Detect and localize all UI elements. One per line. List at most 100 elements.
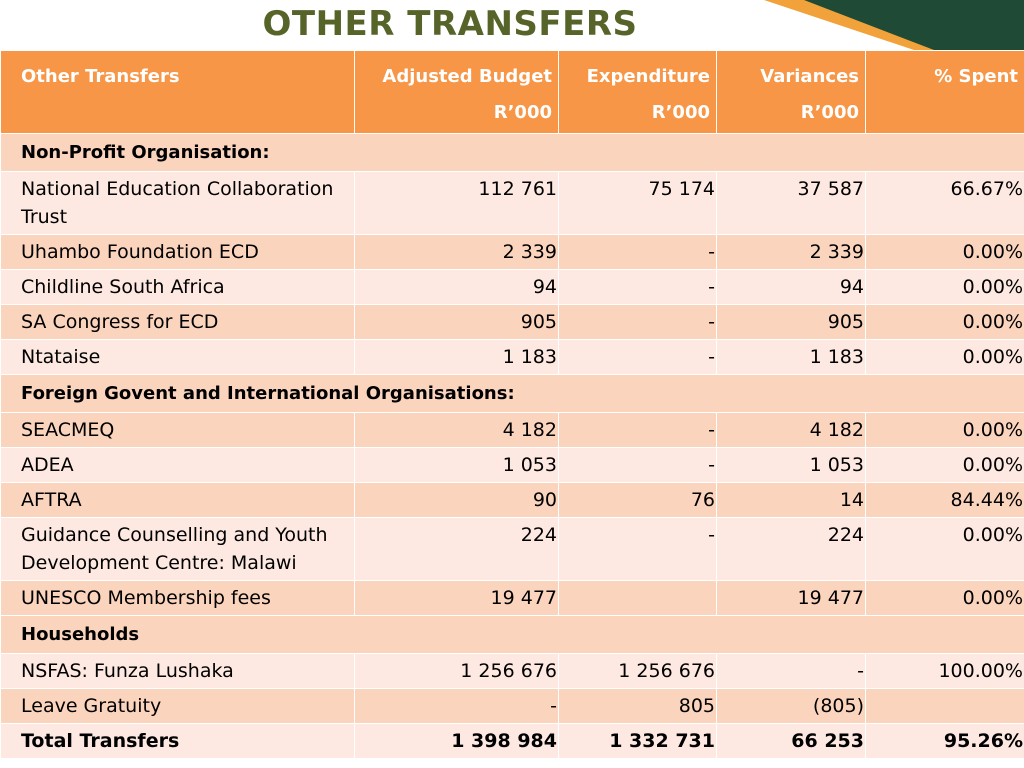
adjusted-budget-cell: 112 761: [354, 171, 559, 235]
row-name: SA Congress for ECD: [21, 311, 219, 333]
header-variances: Variances R’000: [716, 50, 866, 134]
row-name: SEACMEQ: [21, 419, 115, 441]
percent-spent-cell: 0.00%: [865, 339, 1024, 375]
percent-spent-cell: 0.00%: [865, 412, 1024, 448]
row-name: AFTRA: [21, 489, 82, 511]
adjusted-budget-cell: 1 256 676: [354, 653, 559, 689]
header-row: Other Transfers Adjusted Budget R’000 Exp…: [0, 50, 1024, 134]
group-header-row: Non-Profit Organisation:: [0, 133, 1024, 172]
bullet-icon: •: [0, 416, 21, 444]
adjusted-budget-cell: 19 477: [354, 580, 559, 616]
bullet-icon: •: [0, 692, 21, 720]
variance-cell: 19 477: [716, 580, 866, 616]
row-name: Ntataise: [21, 346, 101, 368]
header-percent-spent: % Spent: [865, 50, 1024, 134]
row-name: National Education Collaboration Trust: [21, 178, 334, 228]
group-header-row: Households: [0, 615, 1024, 654]
row-name: Leave Gratuity: [21, 695, 162, 717]
percent-spent-cell: 0.00%: [865, 447, 1024, 483]
row-name-cell: •National Education Collaboration Trust: [0, 171, 355, 235]
row-name-cell: •SEACMEQ: [0, 412, 355, 448]
adjusted-budget-cell: 1 183: [354, 339, 559, 375]
table-row: •Leave Gratuity-805(805): [0, 688, 1024, 724]
table-row: •Guidance Counselling and Youth Developm…: [0, 517, 1024, 581]
transfers-table: Other Transfers Adjusted Budget R’000 Exp…: [0, 50, 1024, 759]
percent-spent-cell: 100.00%: [865, 653, 1024, 689]
expenditure-cell: -: [558, 339, 717, 375]
bullet-icon: •: [0, 657, 21, 685]
variance-cell: 224: [716, 517, 866, 581]
row-name-cell: •ADEA: [0, 447, 355, 483]
row-name-cell: •AFTRA: [0, 482, 355, 518]
group-label: Non-Profit Organisation:: [0, 133, 1024, 172]
bullet-icon: •: [0, 451, 21, 479]
percent-spent-cell: 0.00%: [865, 304, 1024, 340]
expenditure-cell: -: [558, 447, 717, 483]
percent-spent-cell: 66.67%: [865, 171, 1024, 235]
percent-spent-cell: 0.00%: [865, 580, 1024, 616]
row-name-cell: •Uhambo Foundation ECD: [0, 234, 355, 270]
bullet-icon: •: [0, 521, 21, 549]
total-row: Total Transfers 1 398 984 1 332 731 66 253 9…: [0, 723, 1024, 759]
table-row: •National Education Collaboration Trust1…: [0, 171, 1024, 235]
bullet-icon: •: [0, 308, 21, 336]
percent-spent-cell: [865, 688, 1024, 724]
variance-cell: 14: [716, 482, 866, 518]
row-name: ADEA: [21, 454, 74, 476]
expenditure-cell: -: [558, 304, 717, 340]
adjusted-budget-cell: 90: [354, 482, 559, 518]
expenditure-cell: -: [558, 517, 717, 581]
row-name-cell: •Ntataise: [0, 339, 355, 375]
expenditure-cell: -: [558, 234, 717, 270]
row-name-cell: •Guidance Counselling and Youth Developm…: [0, 517, 355, 581]
group-label: Households: [0, 615, 1024, 654]
row-name-cell: •Childline South Africa: [0, 269, 355, 305]
variance-cell: 1 053: [716, 447, 866, 483]
expenditure-cell: 805: [558, 688, 717, 724]
row-name-cell: •NSFAS: Funza Lushaka: [0, 653, 355, 689]
variance-cell: 1 183: [716, 339, 866, 375]
group-label: Foreign Govent and International Organis…: [0, 374, 1024, 413]
variance-cell: 94: [716, 269, 866, 305]
expenditure-cell: [558, 580, 717, 616]
row-name: UNESCO Membership fees: [21, 587, 271, 609]
variance-cell: 4 182: [716, 412, 866, 448]
expenditure-cell: 1 256 676: [558, 653, 717, 689]
adjusted-budget-cell: 1 053: [354, 447, 559, 483]
variance-cell: 905: [716, 304, 866, 340]
variance-cell: -: [716, 653, 866, 689]
bullet-icon: •: [0, 486, 21, 514]
header-expenditure: Expenditure R’000: [558, 50, 717, 134]
row-name: Childline South Africa: [21, 276, 225, 298]
bullet-icon: •: [0, 175, 21, 203]
total-variance-cell: 66 253: [716, 723, 866, 759]
expenditure-cell: 75 174: [558, 171, 717, 235]
variance-cell: 37 587: [716, 171, 866, 235]
percent-spent-cell: 84.44%: [865, 482, 1024, 518]
total-label: Total Transfers: [0, 723, 355, 759]
adjusted-budget-cell: -: [354, 688, 559, 724]
adjusted-budget-cell: 224: [354, 517, 559, 581]
total-percent-spent-cell: 95.26%: [865, 723, 1024, 759]
percent-spent-cell: 0.00%: [865, 269, 1024, 305]
variance-cell: 2 339: [716, 234, 866, 270]
page-title: OTHER TRANSFERS: [262, 4, 638, 44]
header-adjusted-budget: Adjusted Budget R’000: [354, 50, 559, 134]
corner-decoration: [764, 0, 1024, 50]
row-name: Uhambo Foundation ECD: [21, 241, 259, 263]
bullet-icon: •: [0, 343, 21, 371]
row-name-cell: •Leave Gratuity: [0, 688, 355, 724]
total-budget-cell: 1 398 984: [354, 723, 559, 759]
total-expenditure-cell: 1 332 731: [558, 723, 717, 759]
row-name: Guidance Counselling and Youth Developme…: [21, 524, 328, 574]
expenditure-cell: 76: [558, 482, 717, 518]
row-name-cell: •SA Congress for ECD: [0, 304, 355, 340]
